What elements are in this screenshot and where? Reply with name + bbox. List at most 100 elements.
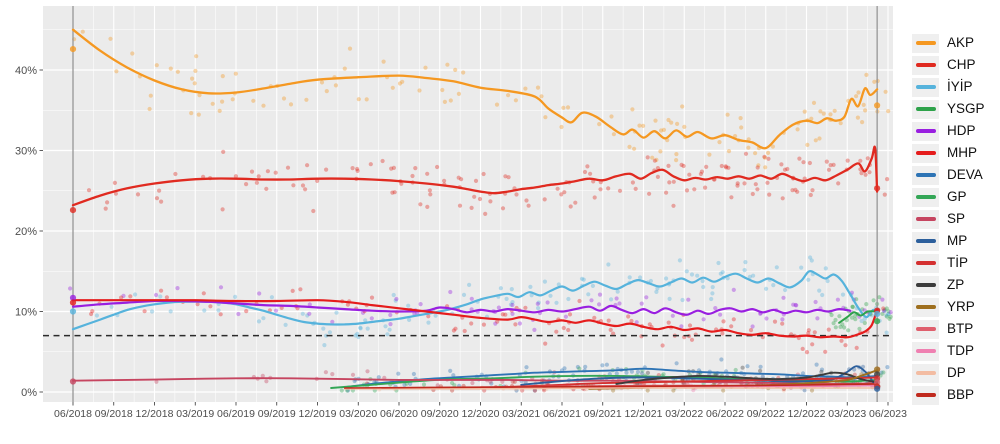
legend-label: YSGP [947,101,985,117]
result-marker-MHP-2018 [69,299,77,306]
poll-point [539,94,544,99]
poll-point [451,373,456,378]
poll-point [817,136,822,141]
poll-point [244,309,249,314]
poll-point [842,325,847,330]
poll-point [175,69,180,74]
poll-point [823,266,828,271]
poll-point [590,283,596,288]
legend-label: BBP [947,387,975,403]
poll-point [300,183,306,188]
poll-point [881,306,886,311]
poll-point [418,202,423,207]
poll-point [739,125,744,130]
legend-item-AKP: AKP [912,32,985,54]
poll-point [783,287,788,293]
poll-point [726,149,732,154]
poll-point [324,167,329,172]
y-axis-label: 30% [15,145,37,157]
poll-point [781,295,786,300]
poll-point [609,114,614,119]
x-axis-label: 03/2020 [339,408,377,420]
poll-point [561,325,566,331]
result-marker-CHP-2023 [874,185,881,192]
poll-point [327,330,332,335]
poll-point [410,173,415,179]
poll-point [273,170,278,175]
legend-label: CHP [947,57,976,73]
poll-point [647,191,652,196]
poll-point [483,211,488,216]
legend-swatch-AKP [912,33,939,53]
poll-point [363,318,368,323]
poll-point [632,146,637,151]
poll-point [700,278,705,284]
y-axis-label: 40% [15,65,37,77]
poll-point [298,287,303,292]
poll-point [633,186,638,191]
poll-point [785,166,790,172]
poll-point [435,164,440,170]
poll-point [498,286,503,291]
poll-point [300,311,305,316]
poll-point [421,382,427,387]
poll-point [68,286,73,291]
poll-point [208,304,213,309]
poll-point [488,199,493,204]
poll-point [509,287,514,292]
poll-point [809,388,815,393]
poll-point [391,292,396,298]
poll-point [322,343,327,348]
poll-point [681,163,686,169]
poll-point [717,140,722,145]
poll-point [748,328,754,333]
poll-point [147,106,152,112]
x-axis-label: 06/2021 [543,408,581,420]
poll-point [109,304,114,309]
poll-point [244,182,249,187]
poll-point [747,274,753,279]
poll-point [654,289,659,294]
poll-point [614,296,619,301]
result-marker-YRP-2023 [874,366,881,373]
poll-point [413,166,418,171]
legend-label: ZP [947,277,965,293]
poll-point [659,128,664,133]
poll-point [164,295,169,300]
poll-point [175,286,180,291]
legend: AKP CHP İYİP YSGP HDP MHP DEVA GP SP MP TİP ZP YRP BT… [912,32,985,406]
poll-point [311,208,316,214]
poll-point [863,108,868,113]
poll-point [729,195,734,200]
poll-point [695,273,700,278]
poll-point [233,294,238,299]
poll-point [800,346,805,351]
poll-point [864,302,869,307]
legend-item-CHP: CHP [912,54,985,76]
poll-point [660,343,665,348]
poll-point [154,292,159,298]
poll-point [679,162,684,167]
poll-point [376,375,381,380]
poll-point [689,337,695,342]
x-axis-label: 09/2021 [584,408,622,420]
poll-point [829,312,834,318]
poll-point [358,326,363,331]
poll-point [799,265,804,270]
legend-item-SP: SP [912,208,985,230]
poll-point [435,383,440,388]
x-axis-label: 09/2018 [95,408,133,420]
poll-point [577,366,582,371]
poll-point [563,314,569,319]
poll-point [411,371,416,377]
poll-point [699,169,705,174]
poll-point [500,206,506,211]
poll-point [598,187,603,192]
poll-point [532,327,537,332]
poll-point [190,76,195,81]
poll-point [321,326,326,331]
poll-point [347,46,353,51]
poll-point [856,90,861,95]
poll-point [634,320,639,325]
poll-point [733,367,738,373]
